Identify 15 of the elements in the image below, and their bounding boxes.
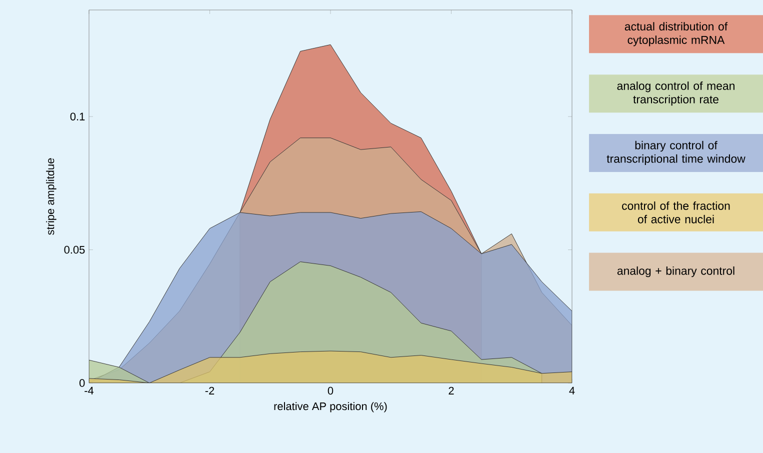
text: control of the fraction of active nuclei: [622, 201, 730, 224]
y-tick-label: 0.05: [64, 246, 85, 254]
text: actual distribution of cytoplasmic mRNA: [624, 22, 728, 46]
x-tick-label: 0: [328, 386, 334, 395]
text: analog control of mean transcription rate: [617, 82, 734, 106]
x-tick-label: -2: [205, 386, 214, 394]
x-tick-label: 4: [569, 386, 575, 394]
y-tick-label: 0.1: [70, 112, 85, 120]
x-tick-label: -4: [84, 386, 94, 394]
x-axis-title: relative AP position (%): [274, 402, 387, 412]
y-tick-label: 0: [79, 379, 85, 387]
text: analog + binary control: [617, 266, 734, 278]
x-tick-label: 2: [448, 386, 454, 394]
text: binary control of transcriptional time window: [606, 140, 746, 166]
y-axis-title: stripe amplitdue: [46, 158, 56, 235]
